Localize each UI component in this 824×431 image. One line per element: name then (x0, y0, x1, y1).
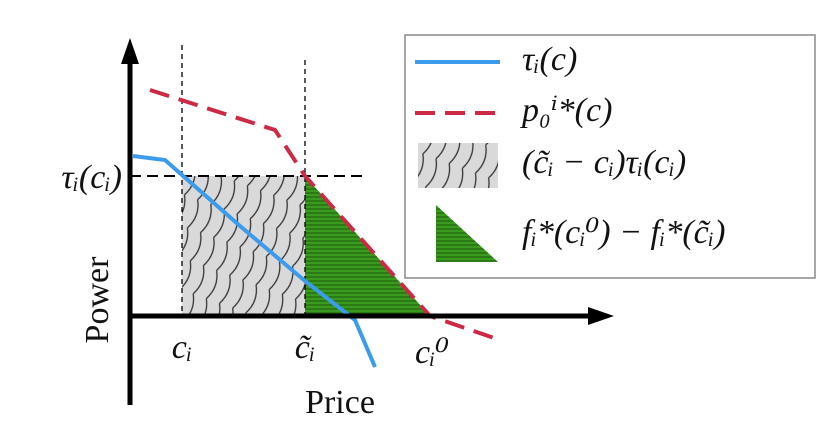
legend-swatch (436, 205, 498, 262)
price-curve (149, 88, 501, 342)
legend-label: τᵢ(c) (522, 41, 577, 78)
x-tick-label: c̃ᵢ (295, 329, 315, 366)
legend-label: (c̃ᵢ − cᵢ)τᵢ(cᵢ) (522, 144, 686, 181)
y-level-label: τᵢ(cᵢ) (61, 159, 122, 196)
x-axis-arrow (588, 307, 614, 325)
legend-box (404, 34, 816, 279)
legend: τᵢ(c) p₀ⁱ*(c) (c̃ᵢ − cᵢ)τᵢ(cᵢ) fᵢ*(cᵢ⁰) … (404, 34, 816, 279)
power-curve (132, 154, 377, 368)
x-tick-label: cᵢ⁰ (415, 334, 449, 371)
x-tick-label: cᵢ (172, 329, 192, 366)
y-axis-label: Power (79, 256, 116, 344)
y-axis-arrow (121, 38, 139, 64)
hatched-area (182, 176, 305, 316)
legend-swatch (418, 143, 498, 188)
legend-label: p₀ⁱ*(c) (520, 92, 612, 129)
x-axis-label: Price (305, 384, 375, 421)
plot: τᵢ(cᵢ) cᵢ c̃ᵢ cᵢ⁰ Price Power (61, 38, 614, 421)
legend-label: fᵢ*(cᵢ⁰) − fᵢ*(c̃ᵢ) (522, 214, 725, 251)
